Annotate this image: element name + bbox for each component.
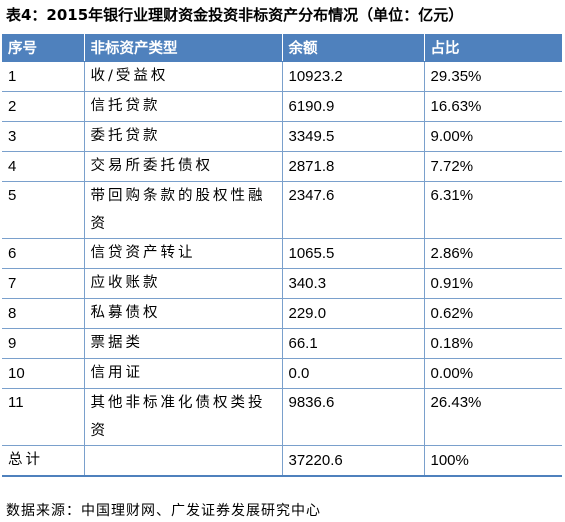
row-share: 7.72% bbox=[424, 151, 562, 182]
row-no: 1 bbox=[2, 61, 85, 92]
row-type: 带回购条款的股权性融资 bbox=[84, 181, 283, 239]
row-balance: 1065.5 bbox=[282, 238, 425, 269]
row-balance: 340.3 bbox=[282, 268, 425, 299]
row-balance: 2871.8 bbox=[282, 151, 425, 182]
row-no: 2 bbox=[2, 91, 85, 122]
row-type: 委托贷款 bbox=[84, 121, 283, 152]
row-no: 9 bbox=[2, 328, 85, 359]
table-title: 表4：2015年银行业理财资金投资非标资产分布情况（单位：亿元） bbox=[6, 6, 464, 24]
row-type: 其他非标准化债权类投资 bbox=[84, 388, 283, 446]
row-type: 信贷资产转让 bbox=[84, 238, 283, 269]
table-row: 7 应收账款 340.3 0.91% bbox=[2, 268, 562, 299]
row-share: 0.62% bbox=[424, 298, 562, 329]
row-share: 0.91% bbox=[424, 268, 562, 299]
table-row: 9 票据类 66.1 0.18% bbox=[2, 328, 562, 359]
source-note: 数据来源：中国理财网、广发证券发展研究中心 bbox=[6, 503, 321, 519]
row-balance: 3349.5 bbox=[282, 121, 425, 152]
row-balance: 10923.2 bbox=[282, 61, 425, 92]
row-balance: 2347.6 bbox=[282, 181, 425, 239]
row-type: 收/受益权 bbox=[84, 61, 283, 92]
row-no: 6 bbox=[2, 238, 85, 269]
row-share: 0.18% bbox=[424, 328, 562, 359]
row-type: 交易所委托债权 bbox=[84, 151, 283, 182]
row-share: 16.63% bbox=[424, 91, 562, 122]
header-type: 非标资产类型 bbox=[84, 34, 283, 62]
total-share: 100% bbox=[424, 445, 562, 477]
total-type bbox=[84, 445, 283, 477]
row-balance: 9836.6 bbox=[282, 388, 425, 446]
row-no: 11 bbox=[2, 388, 85, 446]
row-no: 8 bbox=[2, 298, 85, 329]
header-no: 序号 bbox=[2, 34, 85, 62]
row-type: 应收账款 bbox=[84, 268, 283, 299]
row-no: 5 bbox=[2, 181, 85, 239]
table-row: 6 信贷资产转让 1065.5 2.86% bbox=[2, 238, 562, 269]
data-table: 序号 非标资产类型 余额 占比 1 收/受益权 10923.2 29.35% 2… bbox=[2, 34, 562, 477]
table-row: 11 其他非标准化债权类投资 9836.6 26.43% bbox=[2, 388, 562, 446]
table-header-row: 序号 非标资产类型 余额 占比 bbox=[2, 34, 562, 62]
header-balance: 余额 bbox=[282, 34, 425, 62]
header-share: 占比 bbox=[424, 34, 562, 62]
row-share: 0.00% bbox=[424, 358, 562, 389]
row-share: 29.35% bbox=[424, 61, 562, 92]
row-balance: 0.0 bbox=[282, 358, 425, 389]
total-balance: 37220.6 bbox=[282, 445, 425, 477]
row-no: 3 bbox=[2, 121, 85, 152]
row-balance: 229.0 bbox=[282, 298, 425, 329]
row-balance: 66.1 bbox=[282, 328, 425, 359]
row-no: 4 bbox=[2, 151, 85, 182]
row-share: 9.00% bbox=[424, 121, 562, 152]
row-type: 票据类 bbox=[84, 328, 283, 359]
table-row: 5 带回购条款的股权性融资 2347.6 6.31% bbox=[2, 181, 562, 239]
table-row: 1 收/受益权 10923.2 29.35% bbox=[2, 61, 562, 92]
row-share: 6.31% bbox=[424, 181, 562, 239]
table-row: 3 委托贷款 3349.5 9.00% bbox=[2, 121, 562, 152]
table-row: 2 信托贷款 6190.9 16.63% bbox=[2, 91, 562, 122]
row-type: 私募债权 bbox=[84, 298, 283, 329]
total-row: 总计 37220.6 100% bbox=[2, 445, 562, 477]
table-row: 8 私募债权 229.0 0.62% bbox=[2, 298, 562, 329]
total-label: 总计 bbox=[2, 445, 85, 477]
row-type: 信托贷款 bbox=[84, 91, 283, 122]
row-no: 7 bbox=[2, 268, 85, 299]
row-no: 10 bbox=[2, 358, 85, 389]
table-row: 4 交易所委托债权 2871.8 7.72% bbox=[2, 151, 562, 182]
row-balance: 6190.9 bbox=[282, 91, 425, 122]
row-share: 2.86% bbox=[424, 238, 562, 269]
table-row: 10 信用证 0.0 0.00% bbox=[2, 358, 562, 389]
row-share: 26.43% bbox=[424, 388, 562, 446]
row-type: 信用证 bbox=[84, 358, 283, 389]
